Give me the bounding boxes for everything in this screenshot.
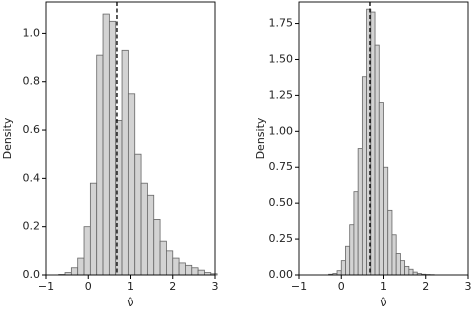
- bar: [371, 12, 375, 275]
- bar: [141, 183, 147, 275]
- bar: [400, 261, 404, 275]
- bar: [84, 227, 90, 275]
- bar: [71, 268, 77, 275]
- y-tick-label: 1.0: [23, 26, 41, 39]
- bar: [409, 269, 413, 275]
- bar: [379, 103, 383, 275]
- bar: [358, 149, 362, 275]
- bar: [160, 241, 166, 275]
- x-tick-label: −1: [291, 280, 307, 293]
- bar: [97, 55, 103, 275]
- bar: [109, 21, 115, 275]
- bar: [179, 263, 185, 275]
- bar: [350, 225, 354, 275]
- x-tick-label: 2: [422, 280, 429, 293]
- bar: [122, 50, 128, 275]
- bar: [78, 258, 84, 275]
- bar: [103, 14, 109, 275]
- bar: [341, 261, 345, 275]
- bar: [405, 266, 409, 275]
- y-tick-label: 0.25: [269, 232, 294, 245]
- bar: [392, 235, 396, 275]
- x-axis-label: ν̂: [380, 296, 386, 309]
- bar: [128, 94, 134, 275]
- y-tick-label: 0.4: [23, 171, 41, 184]
- x-tick-label: 1: [127, 280, 134, 293]
- bar: [154, 219, 160, 275]
- y-axis-label: Density: [1, 117, 14, 159]
- y-tick-label: 0.75: [269, 160, 294, 173]
- bar: [135, 154, 141, 275]
- x-axis-label: ν̂: [127, 296, 133, 309]
- bar: [375, 45, 379, 275]
- bar: [362, 77, 366, 275]
- x-tick-label: 3: [212, 280, 219, 293]
- y-tick-label: 0.6: [23, 123, 41, 136]
- y-tick-label: 1.00: [269, 124, 294, 137]
- y-tick-label: 0.8: [23, 75, 41, 88]
- x-tick-label: 1: [380, 280, 387, 293]
- y-tick-label: 0.2: [23, 220, 41, 233]
- y-tick-label: 0.50: [269, 196, 294, 209]
- bar: [354, 192, 358, 275]
- bar: [166, 251, 172, 275]
- bar: [388, 210, 392, 275]
- y-tick-label: 1.50: [269, 52, 294, 65]
- bar: [185, 265, 191, 275]
- bar: [345, 246, 349, 275]
- bar: [192, 268, 198, 275]
- y-tick-label: 1.25: [269, 88, 294, 101]
- bar: [173, 258, 179, 275]
- y-tick-label: 0.0: [23, 268, 41, 281]
- bar: [90, 183, 96, 275]
- x-tick-label: 0: [338, 280, 345, 293]
- bar: [337, 271, 341, 275]
- x-tick-label: 0: [85, 280, 92, 293]
- bar: [147, 195, 153, 275]
- y-tick-label: 1.75: [269, 17, 294, 30]
- bar: [198, 270, 204, 275]
- bar: [396, 253, 400, 275]
- x-tick-label: 3: [465, 280, 472, 293]
- y-axis-label: Density: [254, 117, 267, 159]
- x-tick-label: −1: [38, 280, 54, 293]
- x-tick-label: 2: [169, 280, 176, 293]
- bar: [384, 167, 388, 275]
- y-tick-label: 0.00: [269, 268, 294, 281]
